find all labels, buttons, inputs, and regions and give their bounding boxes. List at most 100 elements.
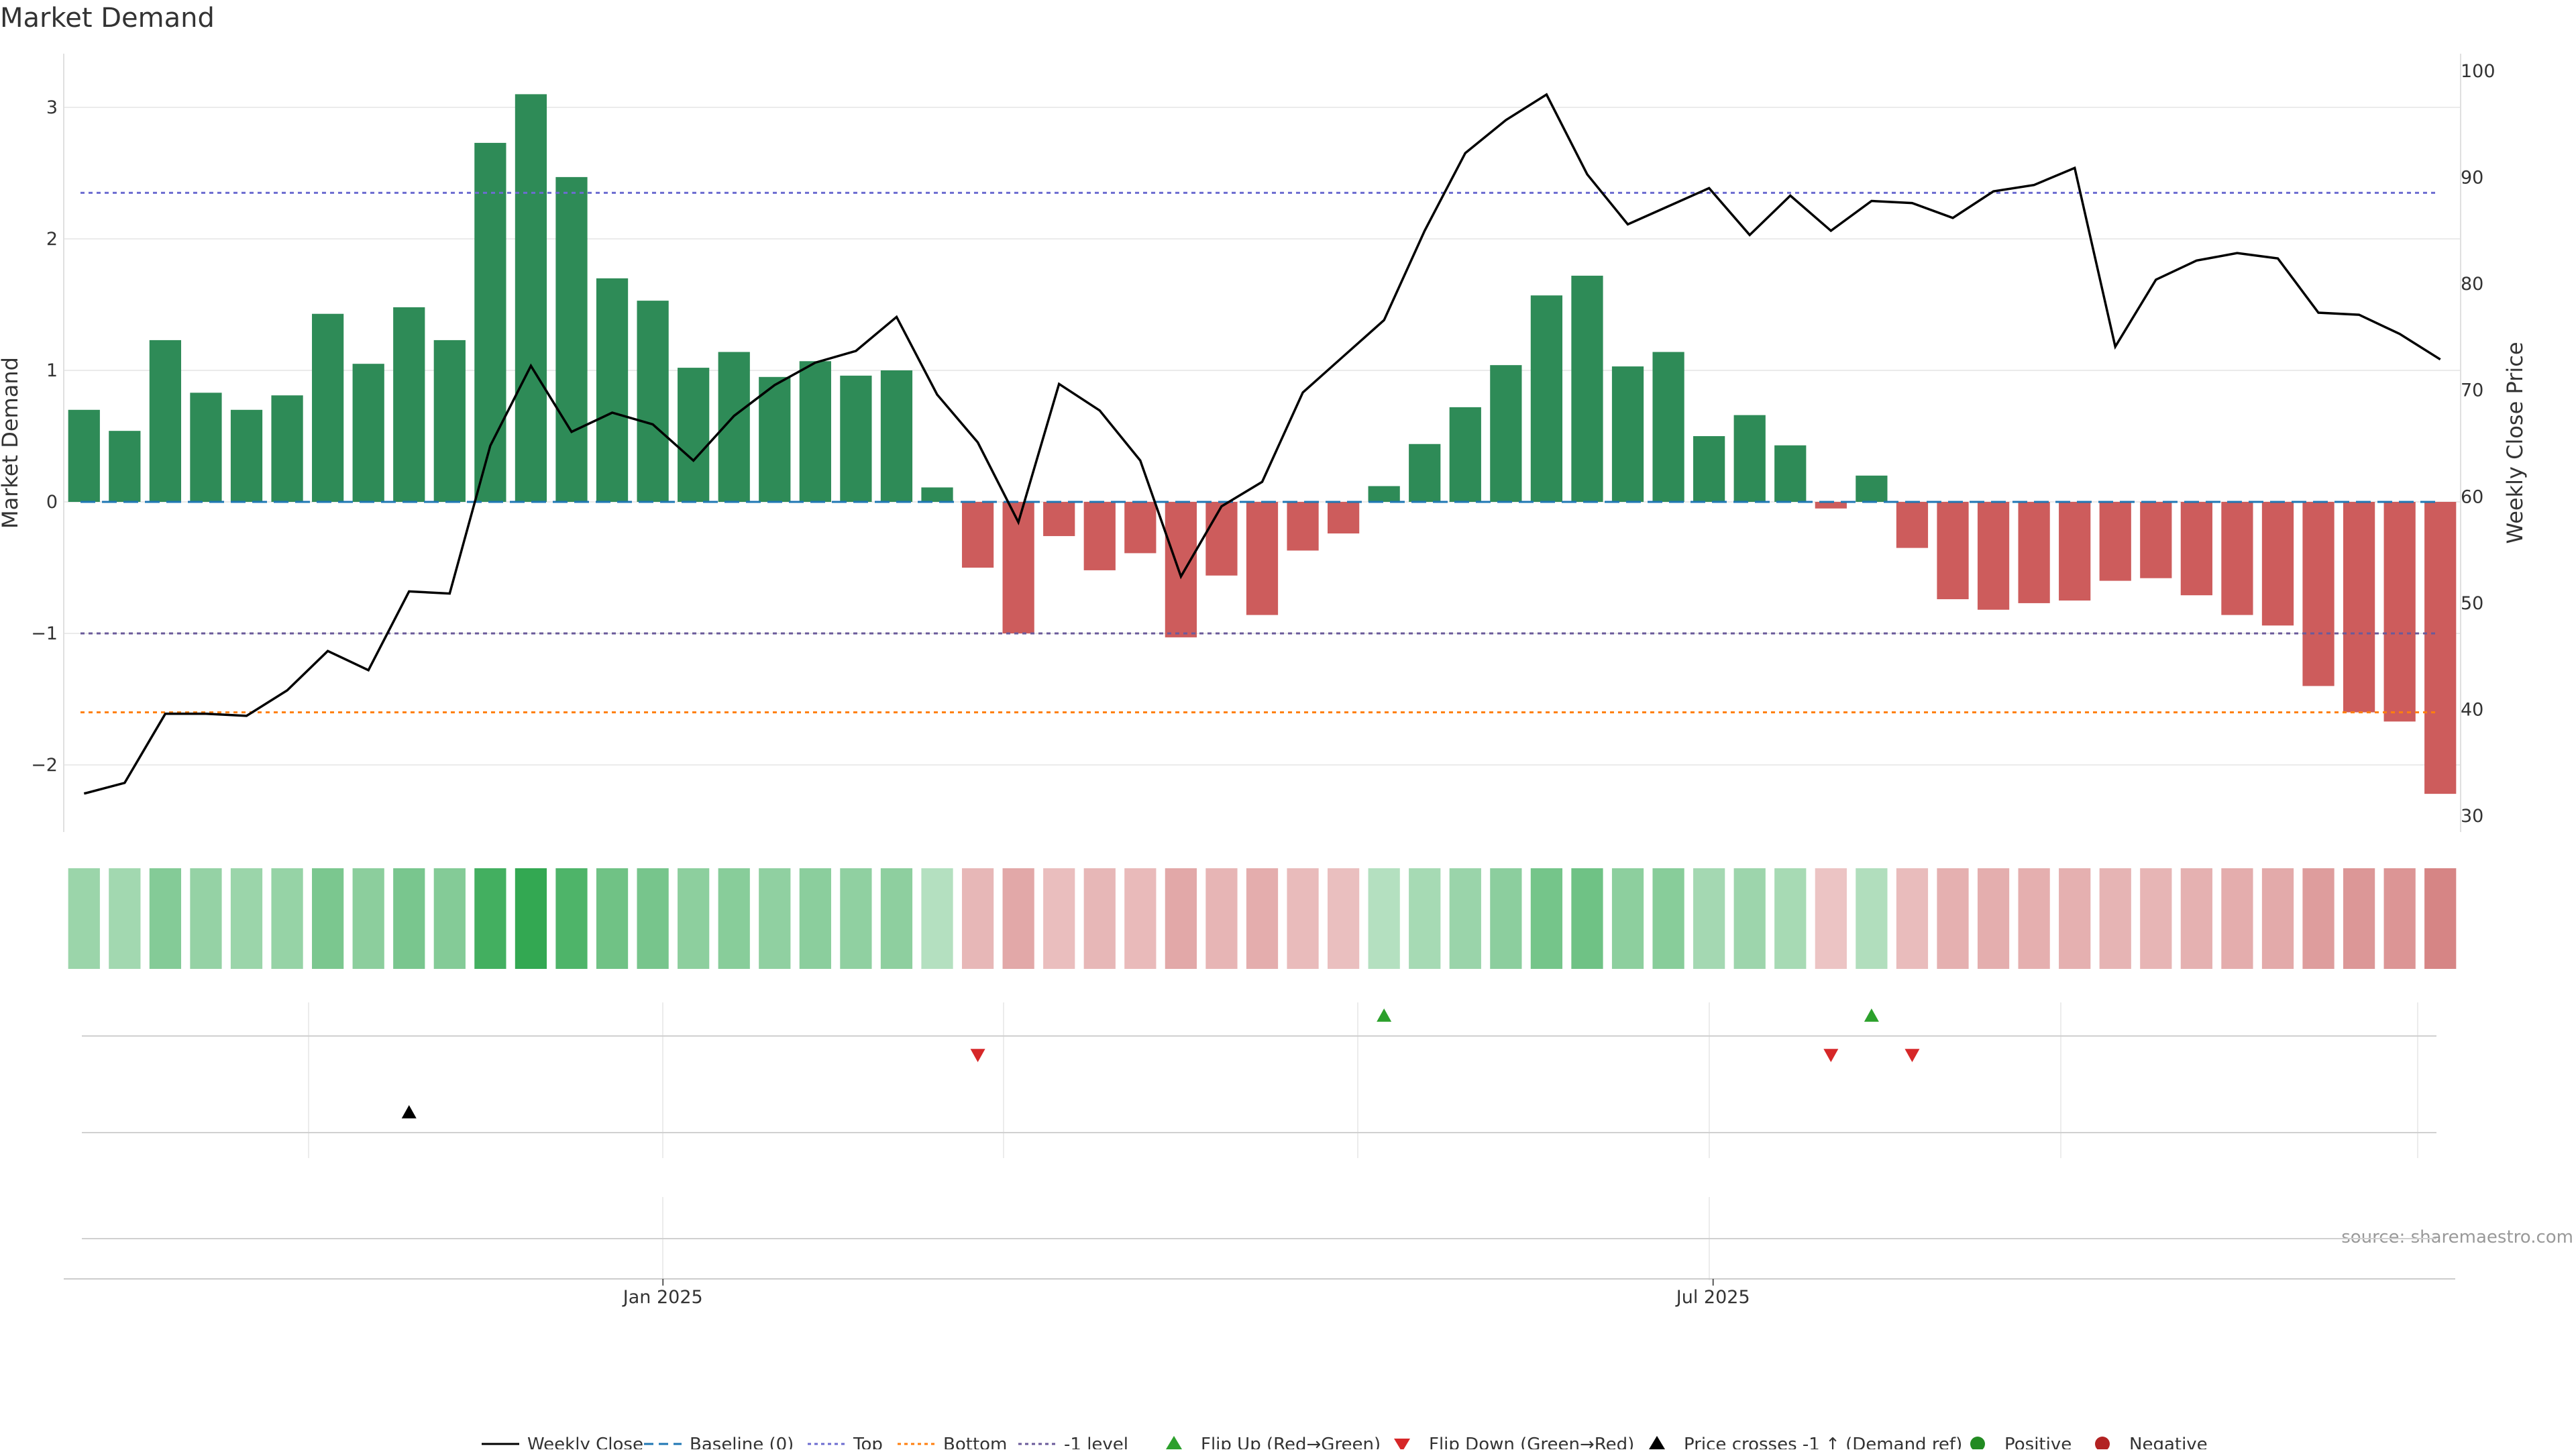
heat-cell — [2221, 868, 2253, 969]
heat-cell — [1774, 868, 1807, 969]
heat-cell — [1124, 868, 1157, 969]
legend-label: Positive — [2004, 1435, 2072, 1449]
demand-bar — [1977, 502, 2010, 610]
demand-bar — [1896, 502, 1929, 548]
heat-cell — [271, 868, 303, 969]
heat-cell — [840, 868, 872, 969]
legend-item: Baseline (0) — [644, 1435, 794, 1452]
y-tick-label: 2 — [46, 229, 58, 250]
heat-cell — [678, 868, 710, 969]
legend-item: Weekly Close — [482, 1435, 643, 1452]
heat-cell — [637, 868, 669, 969]
heat-cell — [68, 868, 100, 969]
demand-bar — [2424, 502, 2457, 794]
y-axis-label-left: Market Demand — [0, 357, 23, 529]
heat-cell — [718, 868, 750, 969]
demand-bar — [1368, 486, 1400, 502]
x-tick-label: Jan 2025 — [622, 1287, 703, 1308]
y-right-tick-label: 100 — [2461, 61, 2496, 82]
heat-cell — [1083, 868, 1116, 969]
demand-bar — [1124, 502, 1157, 554]
price-cross-marker — [401, 1105, 417, 1119]
heat-cell — [921, 868, 953, 969]
demand-bar — [637, 301, 669, 502]
heat-cell — [474, 868, 506, 969]
legend-label: Bottom — [943, 1435, 1007, 1449]
demand-bar — [555, 176, 588, 502]
y-tick-label: −2 — [31, 755, 58, 776]
heat-cell — [230, 868, 263, 969]
demand-bar — [1205, 502, 1238, 576]
flip-down-marker — [1904, 1049, 1920, 1062]
legend-label: Flip Down (Green→Red) — [1429, 1435, 1634, 1449]
y-tick-label: 0 — [46, 492, 58, 513]
demand-bar — [880, 370, 913, 502]
heat-cell — [1571, 868, 1603, 969]
heat-cell — [1896, 868, 1929, 969]
heat-cell — [1611, 868, 1644, 969]
demand-bar — [2302, 502, 2334, 686]
heat-cell — [555, 868, 588, 969]
heat-cell — [1733, 868, 1766, 969]
demand-bar — [759, 376, 791, 502]
heat-cell — [799, 868, 831, 969]
legend-item: Bottom — [898, 1435, 1007, 1452]
heat-cell — [1937, 868, 1969, 969]
heat-cell — [1693, 868, 1725, 969]
demand-bar — [2261, 502, 2294, 626]
heat-cell — [1287, 868, 1319, 969]
demand-bar — [1652, 352, 1684, 502]
legend-triangle-icon — [1166, 1436, 1182, 1449]
flip-up-marker — [1377, 1008, 1392, 1022]
demand-bar — [1856, 475, 1888, 502]
legend-item: Positive — [1970, 1435, 2072, 1452]
demand-bar — [1490, 365, 1522, 502]
heat-cell — [1856, 868, 1888, 969]
demand-bar — [190, 393, 222, 502]
demand-bar — [149, 340, 182, 502]
legend-label: Weekly Close — [527, 1435, 643, 1449]
y-tick-label: 3 — [46, 97, 58, 118]
legend-item: Flip Up (Red→Green) — [1166, 1435, 1381, 1452]
heat-cell — [1449, 868, 1481, 969]
demand-bar — [1165, 502, 1197, 637]
heat-cell — [433, 868, 466, 969]
demand-bar — [1774, 445, 1807, 502]
heat-cell — [961, 868, 994, 969]
heat-cell — [2424, 868, 2457, 969]
heat-cell — [1490, 868, 1522, 969]
heat-cell — [1043, 868, 1075, 969]
flip-down-marker — [1823, 1049, 1839, 1062]
heat-cell — [2343, 868, 2375, 969]
demand-bar — [2099, 502, 2131, 581]
demand-bar — [596, 278, 629, 502]
demand-bar — [230, 409, 263, 502]
y-right-tick-label: 30 — [2461, 806, 2483, 827]
legend-item: Flip Down (Green→Red) — [1394, 1435, 1634, 1452]
demand-bar — [921, 487, 953, 502]
heat-cell — [2261, 868, 2294, 969]
legend-item: Top — [808, 1435, 883, 1452]
demand-bar — [1287, 502, 1319, 551]
heat-cell — [880, 868, 913, 969]
flip-down-marker — [970, 1049, 985, 1062]
heat-cell — [596, 868, 629, 969]
heat-cell — [1530, 868, 1563, 969]
demand-bar — [1937, 502, 1969, 600]
legend-triangle-icon — [1649, 1436, 1665, 1449]
demand-bar — [2018, 502, 2050, 603]
heat-cell — [515, 868, 547, 969]
demand-bar — [393, 307, 425, 502]
y-tick-label: 1 — [46, 360, 58, 381]
heat-cell — [2383, 868, 2416, 969]
demand-bar — [1328, 502, 1360, 534]
heat-cell — [2302, 868, 2334, 969]
heat-cell — [1165, 868, 1197, 969]
demand-bar — [1083, 502, 1116, 570]
demand-bar — [2221, 502, 2253, 615]
y-tick-label: −1 — [31, 623, 58, 644]
legend-label: -1 level — [1064, 1435, 1128, 1449]
heat-cell — [109, 868, 141, 969]
legend-label: Flip Up (Red→Green) — [1201, 1435, 1381, 1449]
